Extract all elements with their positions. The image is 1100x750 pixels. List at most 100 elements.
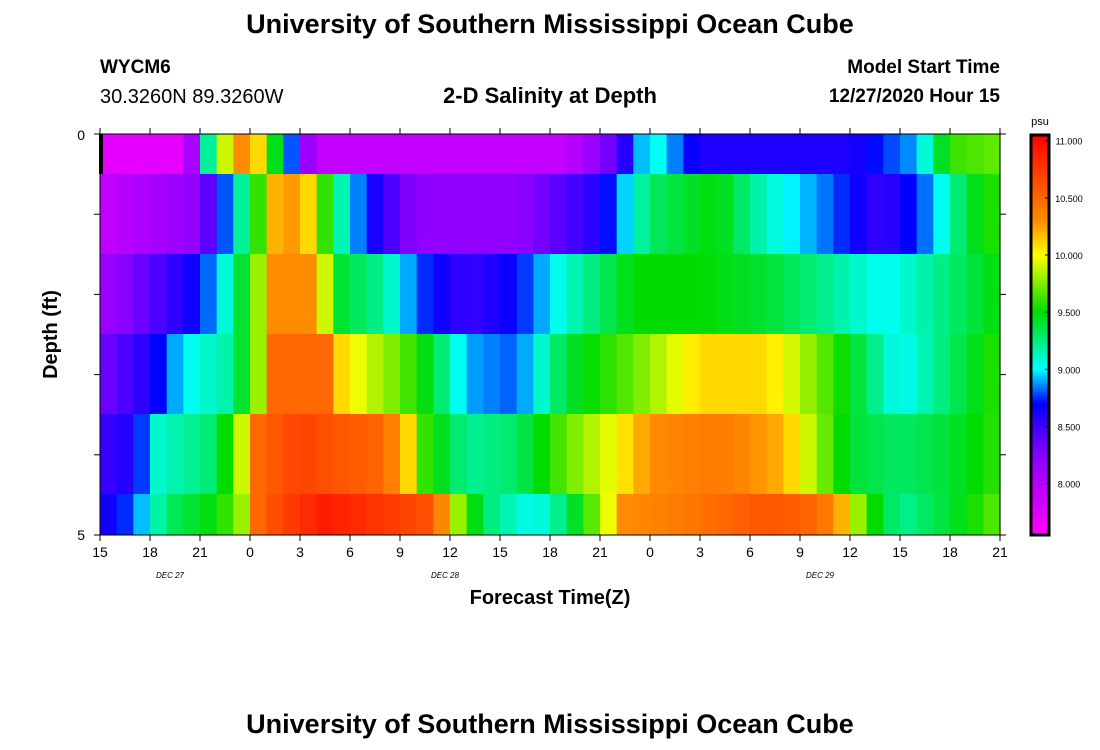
heatmap-cell (550, 414, 568, 494)
heatmap-cell (816, 494, 834, 535)
heatmap-cell (316, 254, 334, 334)
heatmap-cell (666, 254, 684, 334)
heatmap-cell (600, 334, 618, 414)
heatmap-cell (983, 254, 1001, 334)
x-tick-label: 15 (92, 544, 108, 560)
heatmap-cell (883, 174, 901, 254)
plot-frame (99, 133, 1001, 536)
heatmap-cell (183, 414, 201, 494)
heatmap-cell (483, 254, 501, 334)
heatmap-cell (166, 334, 184, 414)
heatmap-cell (516, 174, 534, 254)
heatmap-cell (400, 334, 418, 414)
heatmap-cell (100, 174, 118, 254)
heatmap-cell (516, 334, 534, 414)
start-marker (99, 134, 103, 174)
heatmap-cell (400, 414, 418, 494)
heatmap-cell (600, 174, 618, 254)
heatmap-cell (716, 414, 734, 494)
heatmap-cell (283, 494, 301, 535)
heatmap-cell (766, 134, 784, 174)
heatmap-cell (150, 174, 168, 254)
heatmap-cell (816, 134, 834, 174)
heatmap-cell (300, 494, 318, 535)
heatmap-cell (183, 174, 201, 254)
heatmap-cell (700, 174, 718, 254)
heatmap-cell (450, 174, 468, 254)
heatmap-cell (883, 334, 901, 414)
heatmap-cell (900, 134, 918, 174)
heatmap-cell (933, 174, 951, 254)
heatmap-cell (950, 334, 968, 414)
date-label: DEC 27 (156, 571, 185, 580)
heatmap-cell (833, 414, 851, 494)
heatmap-cell (950, 414, 968, 494)
x-tick-label: 21 (592, 544, 608, 560)
heatmap-cell (383, 414, 401, 494)
heatmap-cell (350, 254, 368, 334)
heatmap-cell (133, 134, 151, 174)
heatmap-cell (616, 414, 634, 494)
heatmap-cell (733, 254, 751, 334)
heatmap-cell (433, 254, 451, 334)
heatmap-cell (866, 414, 884, 494)
colorbar-tick-label: 11.000 (1056, 137, 1083, 147)
heatmap-cell (533, 334, 551, 414)
heatmap-cell (566, 414, 584, 494)
heatmap-cell (966, 174, 984, 254)
heatmap-cell (700, 334, 718, 414)
x-tick-label: 6 (746, 544, 754, 560)
heatmap-cell (366, 334, 384, 414)
heatmap-cell (750, 254, 768, 334)
heatmap-cell (133, 334, 151, 414)
heatmap-cell (950, 494, 968, 535)
heatmap-cell (566, 334, 584, 414)
heatmap-cell (633, 254, 651, 334)
heatmap-cell (233, 174, 251, 254)
heatmap-cell (316, 334, 334, 414)
heatmap-cell (433, 494, 451, 535)
heatmap-cell (133, 174, 151, 254)
x-tick-label: 12 (442, 544, 458, 560)
x-tick-label: 3 (296, 544, 304, 560)
colorbar-tick-label: 8.000 (1058, 480, 1081, 490)
heatmap-cell (383, 334, 401, 414)
heatmap-cell (833, 334, 851, 414)
heatmap-cell (466, 254, 484, 334)
heatmap-cell (166, 494, 184, 535)
heatmap-cell (966, 414, 984, 494)
x-tick-label: 18 (142, 544, 158, 560)
heatmap-cell (583, 414, 601, 494)
heatmap-cell (416, 134, 434, 174)
heatmap-cell (983, 334, 1001, 414)
heatmap-cell (200, 254, 218, 334)
heatmap-cell (566, 134, 584, 174)
heatmap-cell (200, 494, 218, 535)
heatmap-cell (600, 414, 618, 494)
heatmap-cell (433, 334, 451, 414)
heatmap-cell (733, 174, 751, 254)
heatmap-cell (383, 174, 401, 254)
heatmap-cell (166, 254, 184, 334)
heatmap-cell (900, 494, 918, 535)
heatmap-cell (183, 334, 201, 414)
heatmap-cell (333, 334, 351, 414)
heatmap-cell (500, 334, 518, 414)
heatmap-cell (900, 254, 918, 334)
heatmap-cell (250, 174, 268, 254)
heatmap-cell (633, 334, 651, 414)
heatmap-cell (750, 334, 768, 414)
heatmap-cell (516, 134, 534, 174)
heatmap-cell (333, 494, 351, 535)
heatmap-cell (550, 494, 568, 535)
heatmap-cell (850, 414, 868, 494)
heatmap-cell (433, 134, 451, 174)
heatmap-cell (266, 254, 284, 334)
y-axis-label: Depth (ft) (40, 290, 62, 379)
heatmap-cell (283, 134, 301, 174)
heatmap-cell (200, 174, 218, 254)
heatmap-cell (333, 134, 351, 174)
heatmap-cell (216, 414, 234, 494)
heatmap-cell (500, 134, 518, 174)
heatmap-cell (616, 134, 634, 174)
